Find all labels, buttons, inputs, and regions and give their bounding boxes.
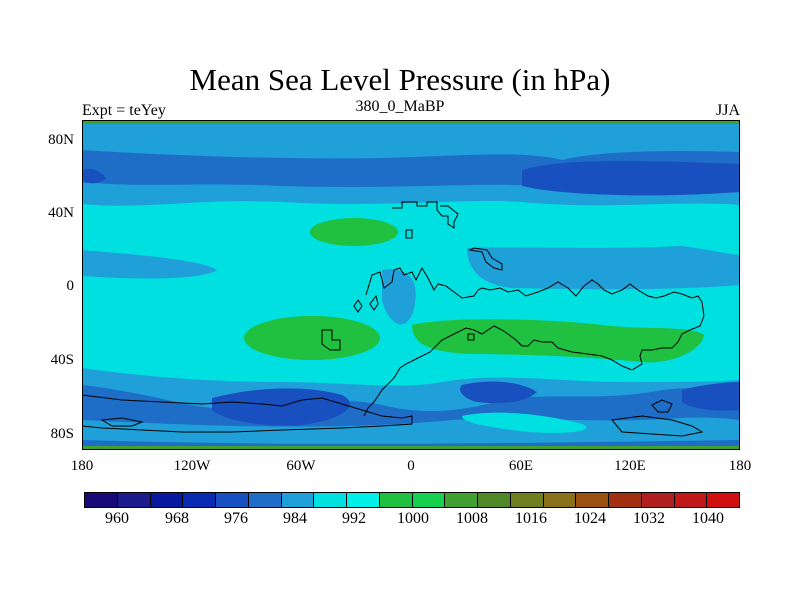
x-tick-label: 60W [286, 458, 316, 474]
x-tick-label: 180 [728, 458, 752, 474]
colorbar-segment [248, 493, 282, 507]
x-tick-label: 180 [70, 458, 94, 474]
x-tick-label: 120W [173, 458, 211, 474]
colorbar-segment [347, 493, 380, 507]
colorbar-label: 976 [224, 510, 248, 527]
colorbar-segment [314, 493, 347, 507]
colorbar-segment [412, 493, 446, 507]
colorbar [84, 492, 740, 508]
colorbar-segment [674, 493, 708, 507]
colorbar-segment [183, 493, 216, 507]
colorbar-segment [576, 493, 609, 507]
colorbar-label: 984 [283, 510, 307, 527]
colorbar-segment [707, 493, 739, 507]
colorbar-label: 960 [105, 510, 129, 527]
colorbar-label: 968 [165, 510, 189, 527]
colorbar-segment [478, 493, 511, 507]
colorbar-label: 1008 [456, 510, 488, 527]
colorbar-segment [216, 493, 249, 507]
y-tick-label: 40S [50, 352, 74, 368]
season-label: JJA [715, 102, 740, 119]
y-tick-label: 40N [48, 205, 74, 221]
x-tick-label: 0 [407, 458, 415, 474]
colorbar-segment [510, 493, 544, 507]
y-tick-label: 0 [66, 278, 75, 294]
time-label: 380_0_MaBP [355, 98, 445, 115]
colorbar-segment [281, 493, 315, 507]
colorbar-segment [117, 493, 151, 507]
experiment-label: Expt = teYey [82, 102, 166, 119]
colorbar-label: 1016 [515, 510, 547, 527]
map-title: Mean Sea Level Pressure (in hPa) [189, 62, 611, 97]
colorbar-label: 1024 [574, 510, 606, 527]
pressure-contour-map [82, 120, 740, 450]
colorbar-segment [543, 493, 577, 507]
map-plot-area [82, 120, 740, 450]
colorbar-segment [445, 493, 478, 507]
colorbar-segment [609, 493, 642, 507]
colorbar-segment [641, 493, 675, 507]
x-tick-label: 120E [614, 458, 646, 474]
colorbar-segment [150, 493, 184, 507]
x-tick-label: 60E [508, 458, 534, 474]
y-tick-label: 80N [48, 132, 74, 148]
y-tick-label: 80S [50, 426, 74, 442]
colorbar-label: 992 [342, 510, 366, 527]
colorbar-label: 1040 [692, 510, 724, 527]
colorbar-label: 1032 [633, 510, 665, 527]
colorbar-segment [379, 493, 413, 507]
colorbar-label: 1000 [397, 510, 429, 527]
colorbar-segment [85, 493, 118, 507]
